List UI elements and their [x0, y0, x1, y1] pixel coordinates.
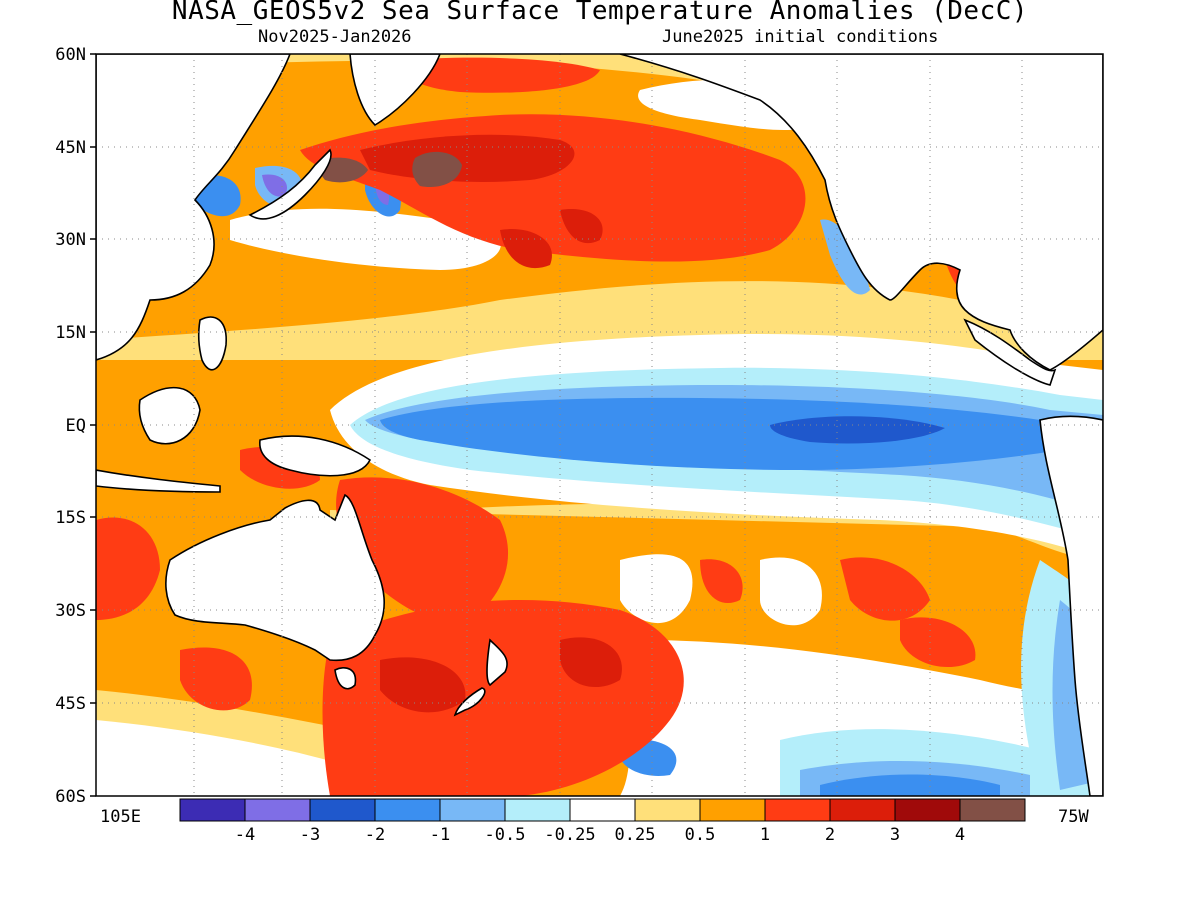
colorbar-swatch	[439, 798, 506, 822]
colorbar-tick-label: 1	[760, 825, 770, 845]
colorbar-swatch	[569, 798, 636, 822]
lat-label: 30N	[55, 230, 86, 250]
lat-label: 30S	[55, 601, 86, 621]
lat-label: EQ	[66, 416, 86, 436]
colorbar-tick-label: -0.5	[485, 825, 526, 845]
colorbar-tick-label: 3	[890, 825, 900, 845]
colorbar-swatch	[959, 798, 1026, 822]
lon-label-left: 105E	[100, 807, 141, 827]
initial-conditions: June2025 initial conditions	[662, 27, 939, 47]
colorbar-tick-label: 2	[825, 825, 835, 845]
colorbar-swatch	[374, 798, 441, 822]
lat-ticks	[90, 53, 96, 797]
lat-label: 15N	[55, 323, 86, 343]
colorbar-swatch	[309, 798, 376, 822]
colorbar-tick-label: -0.25	[544, 825, 595, 845]
colorbar-swatch	[504, 798, 571, 822]
colorbar-tick-label: 0.5	[685, 825, 716, 845]
colorbar-swatch	[634, 798, 701, 822]
colorbar-tick-label: -1	[430, 825, 450, 845]
colorbar-swatch	[179, 798, 246, 822]
lon-label-right: 75W	[1058, 807, 1089, 827]
lat-label: 45N	[55, 138, 86, 158]
coastlines	[96, 54, 1103, 796]
colorbar-swatch	[894, 798, 961, 822]
colorbar-swatch	[764, 798, 831, 822]
graticule	[96, 54, 1103, 796]
colorbar-swatch	[829, 798, 896, 822]
colorbar-swatch	[244, 798, 311, 822]
colorbar-tick-label: -4	[235, 825, 255, 845]
forecast-period: Nov2025-Jan2026	[258, 27, 412, 47]
colorbar-tick-label: -3	[300, 825, 320, 845]
map-title: NASA_GEOS5v2 Sea Surface Temperature Ano…	[171, 0, 1029, 26]
lat-label: 60S	[55, 787, 86, 807]
lat-label: 15S	[55, 508, 86, 528]
colorbar-tick-label: 4	[955, 825, 965, 845]
colorbar-labels: -4 -3 -2 -1 -0.5 -0.25 0.25 0.5 1 2 3 4	[235, 825, 965, 845]
colorbar-swatch	[699, 798, 766, 822]
lat-label: 45S	[55, 694, 86, 714]
colorbar-tick-label: 0.25	[615, 825, 656, 845]
colorbar	[179, 798, 1026, 822]
lat-labels: 60N 45N 30N 15N EQ 15S 30S 45S 60S	[55, 45, 86, 807]
lat-label: 60N	[55, 45, 86, 65]
colorbar-tick-label: -2	[365, 825, 385, 845]
